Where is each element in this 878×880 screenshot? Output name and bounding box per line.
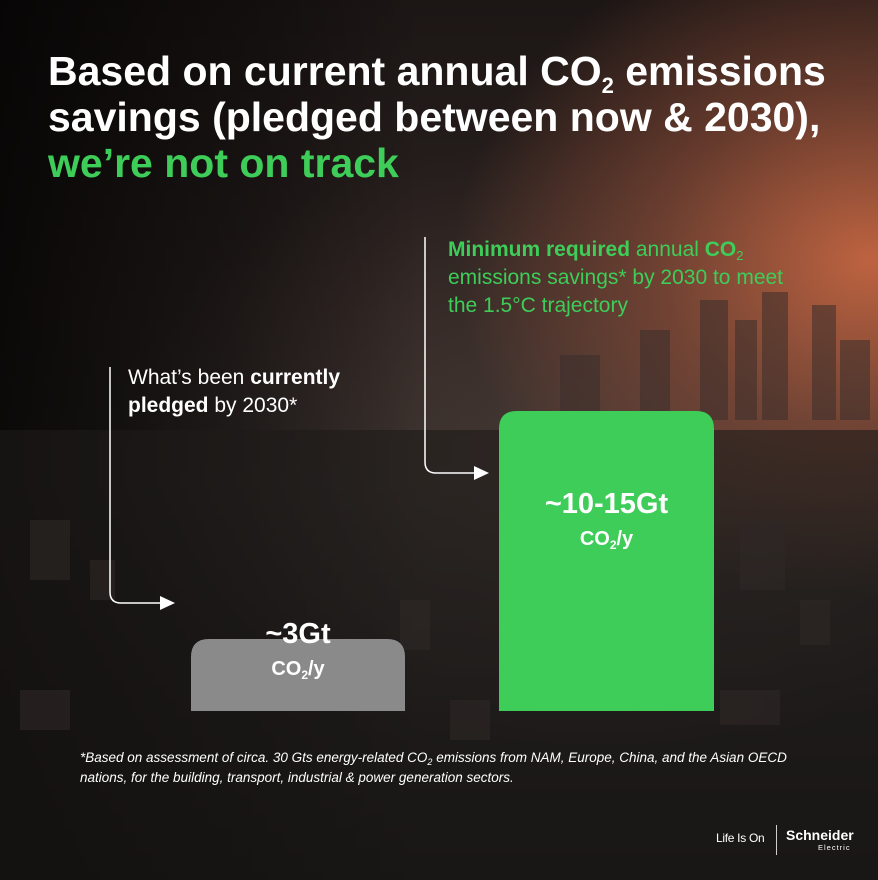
brand-divider <box>776 825 777 855</box>
footnote: *Based on assessment of circa. 30 Gts en… <box>80 750 787 785</box>
data-label-pledged: ~3Gt CO2/y <box>265 618 331 682</box>
page-title: Based on current annual CO2 emissions sa… <box>48 48 826 186</box>
bar-required <box>499 411 714 711</box>
bar-pledged <box>191 639 405 711</box>
arrow-line-required <box>424 237 474 474</box>
brand-logo-sub: Electric <box>818 843 851 852</box>
brand-tagline: Life Is On <box>716 831 765 845</box>
brand-logo: Schneider <box>786 827 854 843</box>
callout-minimum-required: Minimum required annual CO2 emissions sa… <box>448 238 784 317</box>
brand-footer: Life Is On Schneider Electric <box>716 825 866 857</box>
callout-currently-pledged: What’s been currently pledged by 2030* <box>128 366 341 417</box>
data-label-required: ~10-15Gt CO2/y <box>544 488 669 552</box>
arrow-line-pledged <box>109 367 160 604</box>
title-accent: we’re not on track <box>48 140 399 186</box>
arrow-head-required-icon <box>474 466 489 480</box>
arrow-head-pledged-icon <box>160 596 175 610</box>
